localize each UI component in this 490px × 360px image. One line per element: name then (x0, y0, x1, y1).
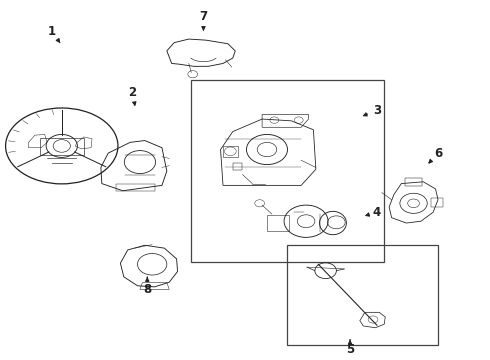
Bar (287, 244, 438, 345)
Text: 1: 1 (48, 25, 60, 43)
Bar (191, 80, 384, 262)
Text: 2: 2 (128, 86, 137, 105)
Text: 3: 3 (364, 104, 381, 117)
Text: 6: 6 (429, 147, 442, 163)
Text: 7: 7 (199, 10, 208, 30)
Text: 8: 8 (143, 277, 151, 296)
Text: 4: 4 (366, 206, 381, 219)
Text: 5: 5 (346, 340, 354, 356)
